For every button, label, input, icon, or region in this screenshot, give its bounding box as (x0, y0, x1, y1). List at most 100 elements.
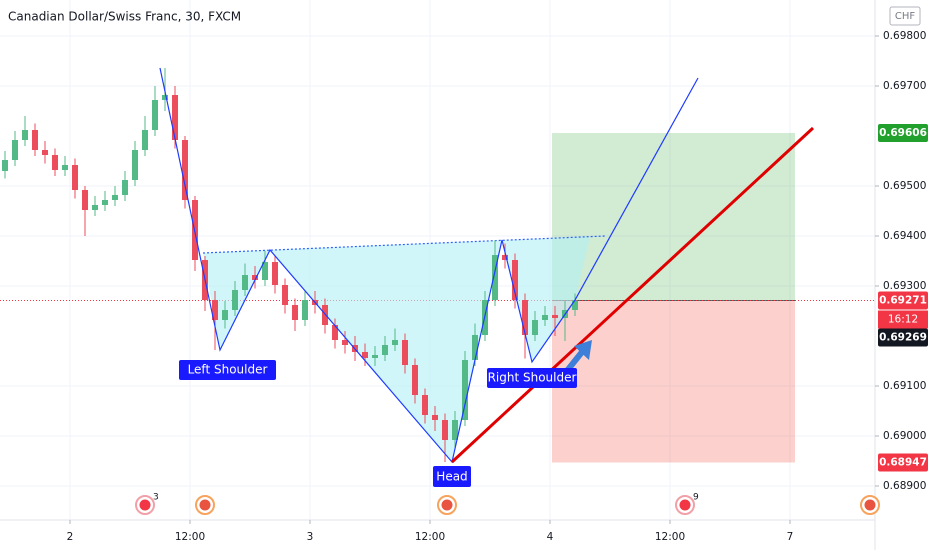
candle-body (422, 395, 428, 415)
price-label-box (878, 124, 928, 142)
candle-body (252, 275, 258, 280)
x-tick-label: 7 (787, 531, 794, 543)
event-marker-core (864, 499, 876, 511)
y-tick-label: 0.68900 (883, 480, 926, 492)
candle-body (282, 285, 288, 305)
pattern-line (159, 67, 699, 464)
event-marker-core (441, 499, 453, 511)
annotation-box (179, 360, 276, 380)
candle-body (32, 130, 38, 150)
candle-body (112, 195, 118, 200)
candle-body (72, 165, 78, 190)
x-tick-label: 2 (67, 531, 74, 543)
loss-zone (552, 300, 795, 463)
candle-body (572, 300, 578, 310)
candle-body (92, 205, 98, 210)
x-tick-label: 3 (307, 531, 314, 543)
neckline (202, 235, 606, 254)
event-marker-core (679, 499, 691, 511)
candle-body (442, 420, 448, 440)
currency-box[interactable] (889, 6, 921, 26)
candle-body (42, 150, 48, 155)
price-label: 0.69606 (879, 127, 927, 139)
annotation-box (433, 466, 471, 487)
candle-body (242, 275, 248, 290)
candle-body (402, 340, 408, 365)
candle-body (262, 262, 268, 280)
price-label-box (878, 453, 928, 472)
candle-body (462, 360, 468, 420)
price-label: 0.68947 (879, 457, 927, 469)
y-tick-label: 0.69000 (883, 430, 926, 442)
candle-body (122, 180, 128, 195)
position-tool (0, 133, 875, 463)
annotation: Left Shoulder (188, 363, 268, 377)
price-label: 0.69269 (879, 332, 927, 344)
candle-body (322, 305, 328, 325)
chart-title: Canadian Dollar/Swiss Franc, 30, FXCM (8, 10, 241, 24)
candle-body (292, 305, 298, 320)
candle-body (512, 260, 518, 300)
candle-body (162, 95, 168, 100)
candle-body (552, 315, 558, 318)
y-tick-label: 0.69800 (883, 30, 926, 42)
currency[interactable]: CHF (895, 11, 916, 22)
countdown-box (878, 310, 928, 329)
candle-body (232, 290, 238, 310)
candle-body (452, 420, 458, 440)
pattern-fill (203, 237, 590, 462)
y-tick-label: 0.69400 (883, 230, 926, 242)
candle-body (52, 155, 58, 170)
candle-body (342, 340, 348, 345)
candle-body (302, 300, 308, 320)
candle-body (392, 340, 398, 345)
candle-body (372, 355, 378, 358)
candle-body (502, 255, 508, 260)
y-tick-label: 0.69300 (883, 280, 926, 292)
candle-body (62, 165, 68, 170)
candle-body (222, 310, 228, 320)
candle-body (472, 335, 478, 360)
candle-body (432, 415, 438, 420)
candle-body (172, 95, 178, 140)
price-label-box (878, 291, 928, 310)
arrow-head (574, 340, 592, 360)
annotation: Head (436, 470, 467, 484)
countdown: 16:12 (888, 314, 918, 326)
y-tick-label: 0.69700 (883, 80, 926, 92)
candle-body (522, 300, 528, 335)
profit-zone (552, 133, 795, 301)
candle-body (362, 352, 368, 358)
trend-line (450, 126, 815, 464)
candle-body (2, 160, 8, 171)
x-tick-label: 12:00 (655, 531, 685, 543)
candle-body (132, 150, 138, 180)
annotation-box (487, 368, 577, 388)
candle-body (492, 255, 498, 300)
x-tick-label: 4 (547, 531, 554, 543)
candle-body (12, 140, 18, 160)
candle-body (82, 190, 88, 210)
candle-body (212, 300, 218, 320)
candle-body (412, 365, 418, 395)
price-label: 0.69271 (879, 295, 927, 307)
event-marker-core (199, 499, 211, 511)
candle-body (542, 315, 548, 320)
candle-body (152, 100, 158, 130)
price-label-box (878, 328, 928, 347)
x-tick-label: 12:00 (415, 531, 445, 543)
event-marker-core (139, 499, 151, 511)
event-count: 3 (153, 493, 159, 503)
candle-body (22, 130, 28, 140)
x-tick-label: 12:00 (175, 531, 205, 543)
annotation: Right Shoulder (488, 371, 577, 385)
candle-body (272, 262, 278, 285)
event-count: 9 (693, 493, 699, 503)
candle-body (532, 320, 538, 335)
candle-body (332, 325, 338, 340)
candle-body (382, 345, 388, 355)
candle-body (142, 130, 148, 150)
candle-body (182, 140, 188, 200)
candle-body (102, 200, 108, 205)
